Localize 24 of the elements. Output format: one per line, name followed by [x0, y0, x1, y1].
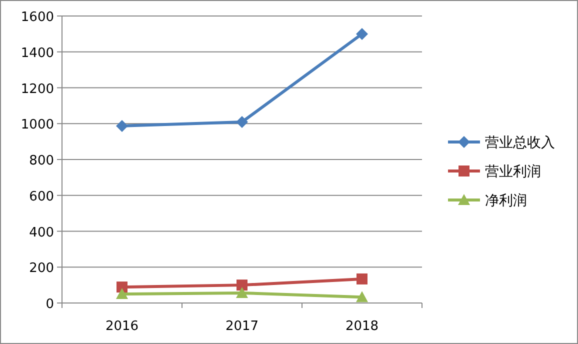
y-tick-label: 0 — [46, 297, 54, 312]
x-tick-label: 2018 — [345, 319, 379, 334]
y-tick-label: 400 — [29, 225, 54, 240]
legend-label: 营业总收入 — [485, 135, 555, 151]
point — [236, 116, 248, 128]
x-tick-label: 2016 — [105, 319, 139, 334]
y-tick-label: 1400 — [20, 46, 54, 61]
y-tick-label: 1000 — [20, 118, 54, 133]
y-tick-label: 200 — [29, 261, 54, 276]
point — [356, 28, 368, 40]
point — [236, 286, 248, 298]
legend-label: 营业利润 — [485, 164, 541, 180]
point — [236, 280, 248, 291]
x-tick-label: 2017 — [225, 319, 259, 334]
point — [356, 273, 368, 284]
y-tick-label: 1600 — [20, 10, 54, 25]
point — [116, 120, 128, 132]
point — [116, 282, 128, 293]
point — [116, 288, 128, 300]
point — [356, 291, 368, 302]
y-tick-label: 800 — [29, 154, 54, 168]
legend-label: 净利润 — [485, 193, 527, 209]
y-tick-label: 1200 — [20, 82, 54, 97]
y-tick-label: 600 — [29, 189, 54, 204]
